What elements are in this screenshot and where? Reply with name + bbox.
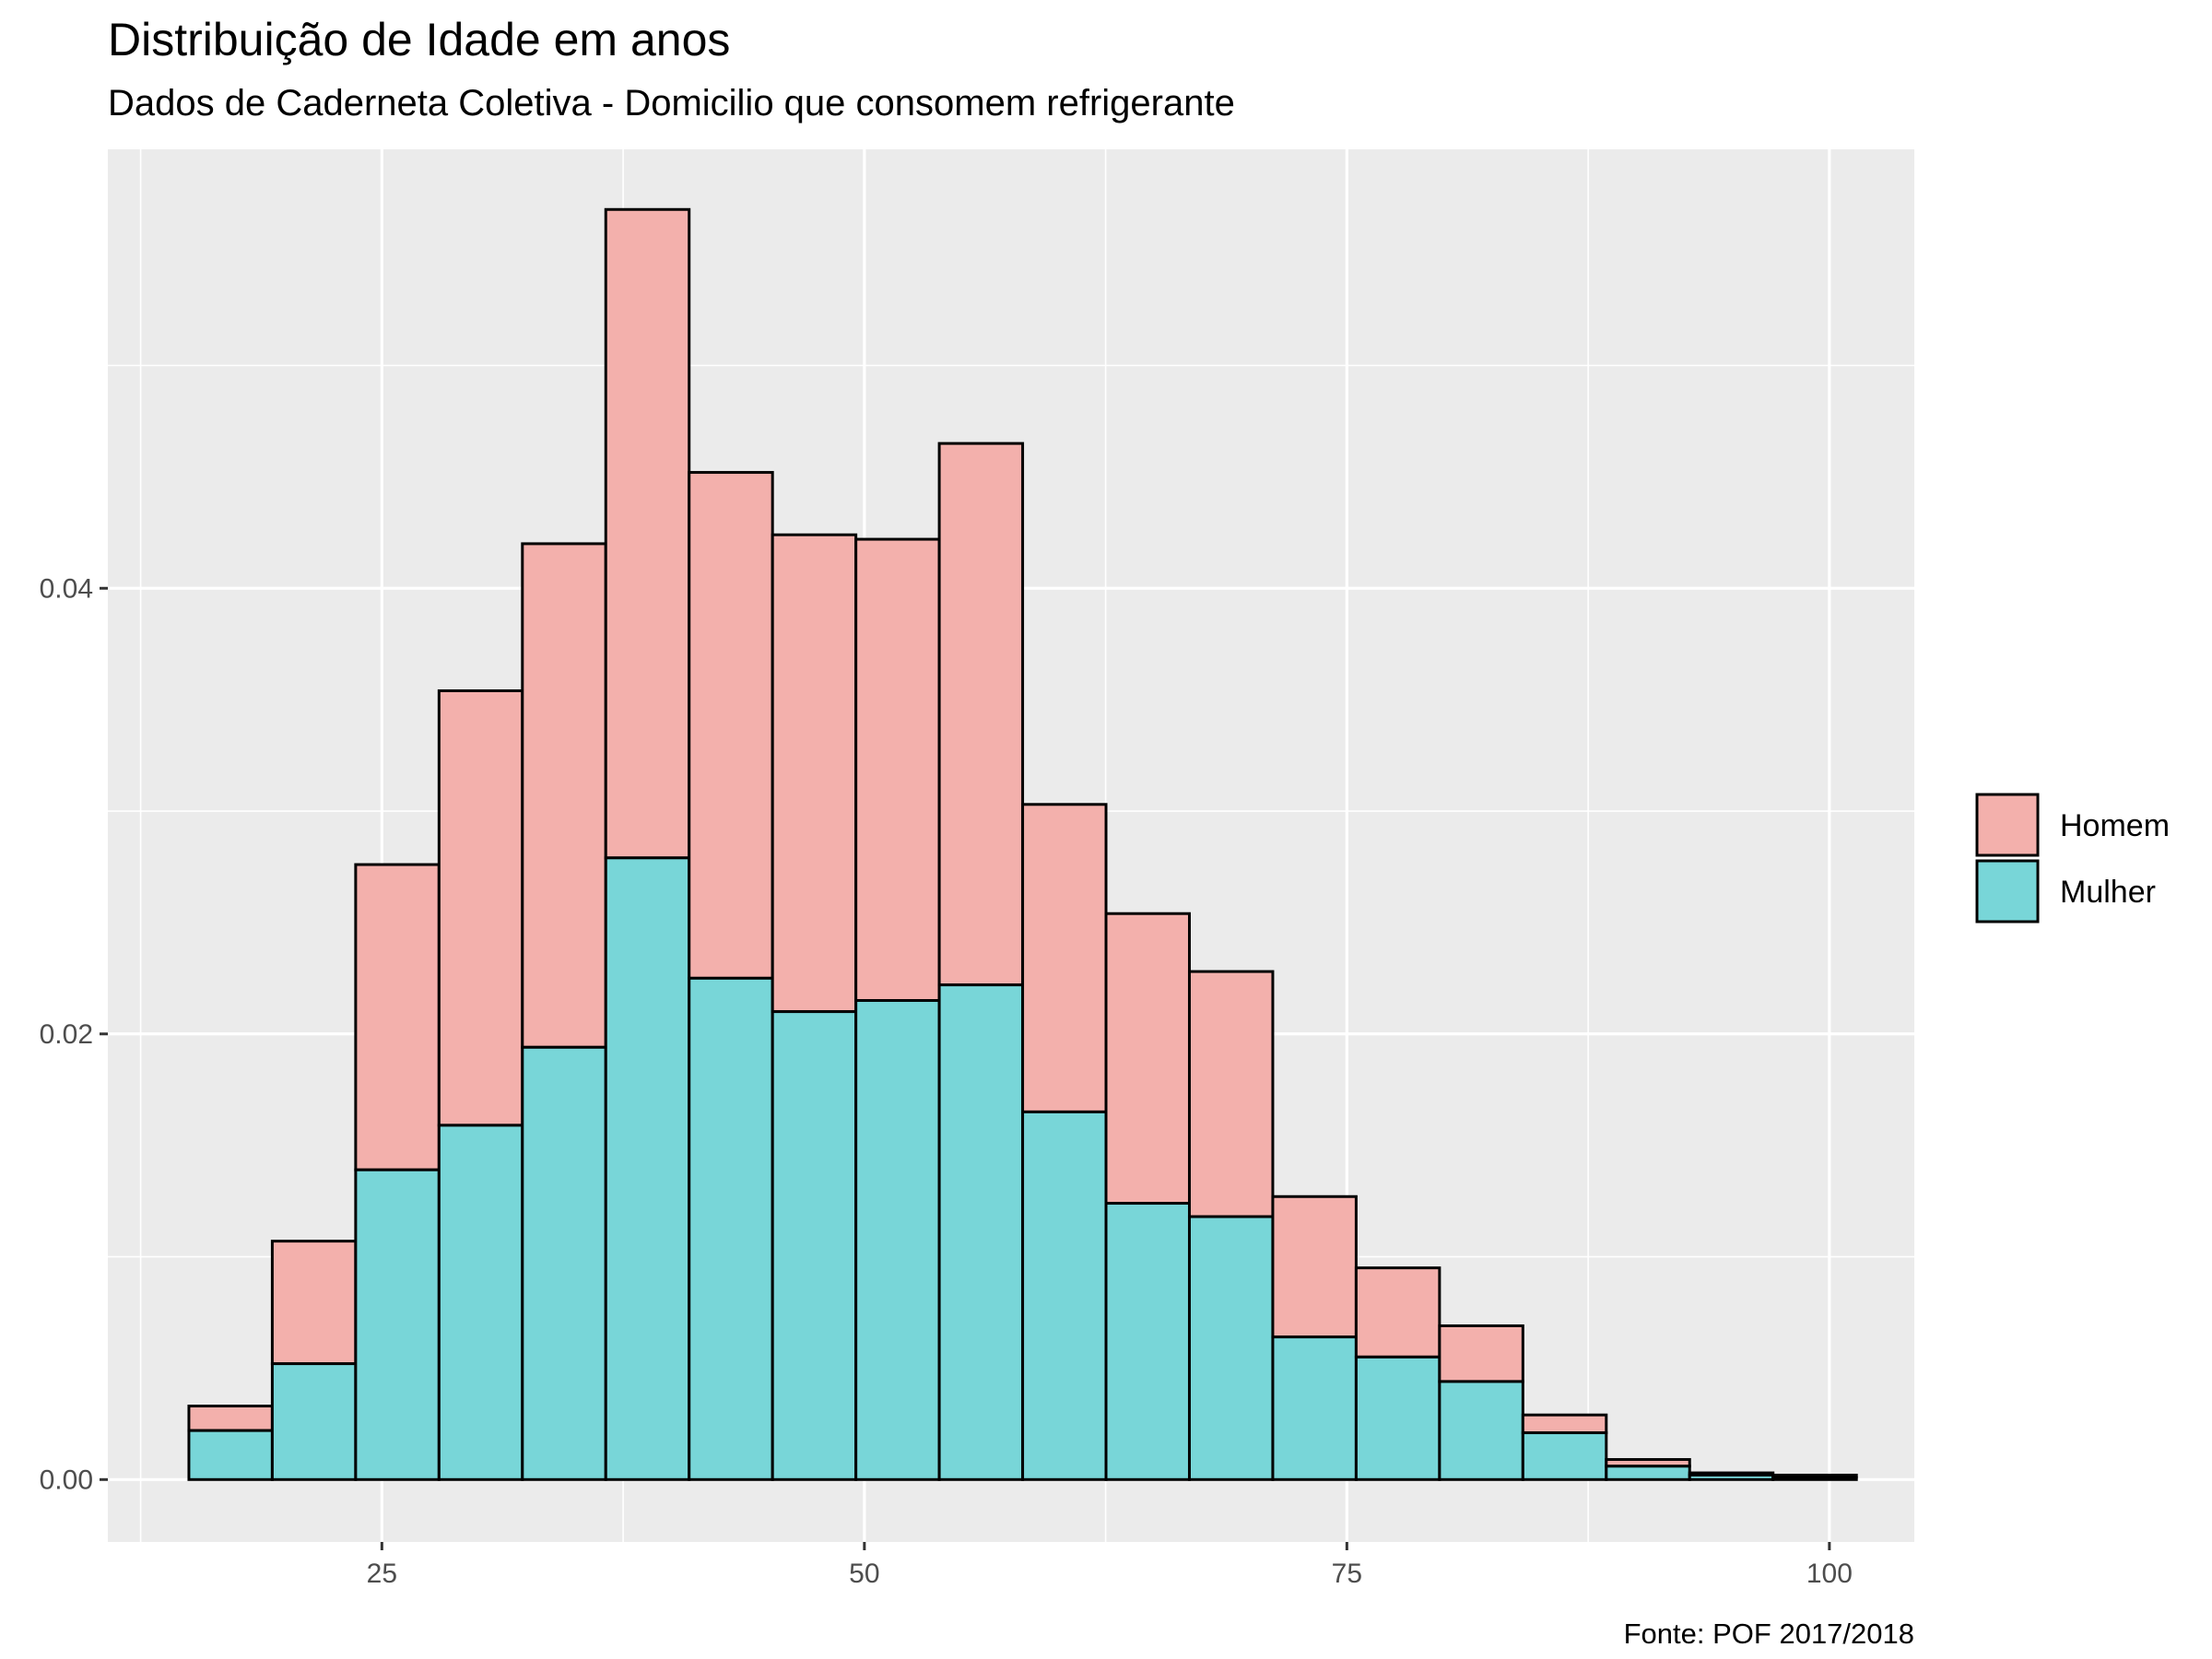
bar-mulher (1021, 1110, 1108, 1481)
bar-homem (1521, 1413, 1608, 1435)
legend-label-mulher: Mulher (2060, 875, 2156, 910)
bar-homem (187, 1405, 274, 1432)
bar-mulher (604, 856, 691, 1481)
axes: 25 50 75 100 0.00 0.02 0.04 (40, 573, 1853, 1589)
bar-homem (521, 542, 607, 1049)
bar-homem (937, 441, 1025, 987)
chart-title: Distribuição de Idade em anos (108, 14, 731, 65)
bar-homem (854, 537, 941, 1003)
bar-mulher (1688, 1473, 1775, 1481)
x-tick-label: 75 (1332, 1559, 1362, 1589)
y-tick-label: 0.02 (40, 1019, 93, 1050)
bar-homem (1021, 803, 1108, 1113)
bar-mulher (1438, 1380, 1524, 1481)
histogram-bars (187, 207, 1858, 1481)
bar-mulher (1605, 1465, 1691, 1481)
y-tick-label: 0.04 (40, 573, 93, 604)
bar-homem (771, 533, 858, 1014)
bar-homem (270, 1240, 358, 1366)
bar-mulher (771, 1010, 858, 1481)
legend-key-homem (1975, 793, 2040, 857)
bar-homem (354, 863, 441, 1171)
bar-mulher (521, 1045, 607, 1481)
bar-mulher (688, 976, 774, 1481)
bar-mulher (1104, 1202, 1191, 1481)
bar-homem (1354, 1266, 1441, 1359)
bar-mulher (1354, 1355, 1441, 1481)
chart-subtitle: Dados de Caderneta Coletiva - Domicilio … (108, 83, 1235, 124)
bar-mulher (1271, 1335, 1358, 1481)
bar-mulher (1521, 1431, 1608, 1481)
bar-mulher (270, 1362, 358, 1481)
legend-key-mulher (1975, 859, 2040, 924)
bar-homem (1187, 970, 1275, 1218)
bar-mulher (1187, 1215, 1275, 1481)
bar-mulher (854, 999, 941, 1481)
bar-homem (437, 688, 524, 1127)
bar-homem (1271, 1194, 1358, 1339)
bar-mulher (1771, 1476, 1858, 1481)
caption: Fonte: POF 2017/2018 (1624, 1618, 1914, 1650)
bar-homem (688, 471, 774, 980)
x-tick-label: 50 (849, 1559, 879, 1589)
x-tick-label: 100 (1806, 1559, 1853, 1589)
x-tick-label: 25 (367, 1559, 397, 1589)
bar-homem (604, 207, 691, 860)
legend-label-homem: Homem (2060, 808, 2170, 843)
bar-mulher (354, 1168, 441, 1481)
bar-homem (1104, 912, 1191, 1206)
legend: Homem Mulher (1975, 793, 2170, 924)
bar-mulher (187, 1429, 274, 1481)
bar-homem (1438, 1324, 1524, 1383)
y-tick-label: 0.00 (40, 1465, 93, 1495)
bar-mulher (437, 1124, 524, 1481)
bar-mulher (937, 983, 1025, 1481)
